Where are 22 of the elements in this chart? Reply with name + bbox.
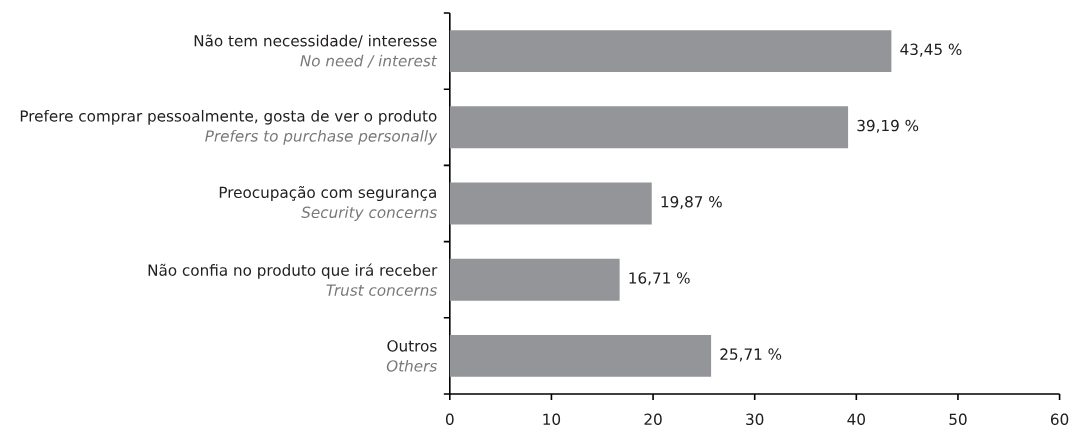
x-tick-label: 60 xyxy=(1050,413,1069,426)
bar xyxy=(449,334,712,377)
x-tick-label: 30 xyxy=(746,413,764,426)
x-tick-label: 0 xyxy=(445,413,454,426)
x-tick-label: 20 xyxy=(644,413,662,426)
data-label: 43,45 % xyxy=(900,43,962,57)
bar xyxy=(449,30,892,73)
y-tick-label: Não tem necessidade/ interesse No need / interest xyxy=(194,34,438,68)
y-tick-label: Não confia no produto que irá receber Trust concerns xyxy=(148,263,438,296)
data-label: 16,71 % xyxy=(629,272,690,286)
y-tick-label: Preocupação com segurança Security concerns xyxy=(219,186,437,221)
y-tick-label: Prefere comprar pessoalmente, gosta de ver o produto Prefers to purchase personally xyxy=(20,109,438,145)
x-tick-label: 10 xyxy=(543,413,561,426)
bar xyxy=(449,182,652,225)
bar xyxy=(449,106,849,149)
x-tick-label: 50 xyxy=(949,413,967,426)
data-label: 25,71 % xyxy=(720,348,782,362)
data-label: 39,19 % xyxy=(857,119,919,133)
y-tick-label: Outros Others xyxy=(386,340,437,372)
x-tick-label: 40 xyxy=(847,413,865,426)
data-label: 19,87 % xyxy=(661,195,722,210)
bar xyxy=(449,258,620,301)
